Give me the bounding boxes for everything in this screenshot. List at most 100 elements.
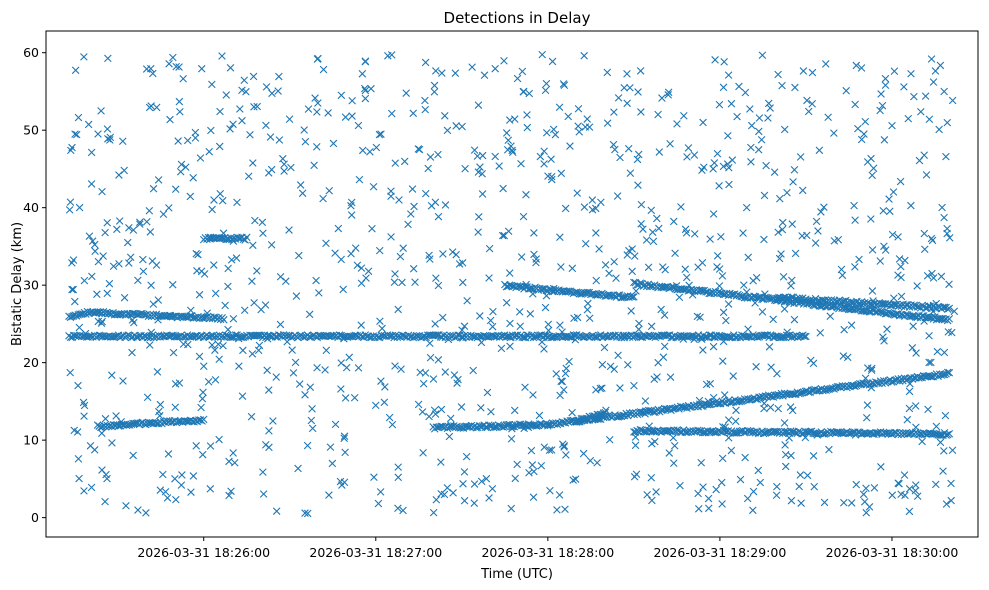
detection-point xyxy=(878,101,887,110)
detection-point xyxy=(624,360,632,369)
detection-point xyxy=(159,210,168,218)
data-points xyxy=(65,50,959,518)
detection-point xyxy=(610,365,619,373)
detection-point xyxy=(945,234,954,242)
detection-point xyxy=(312,276,320,285)
detection-point xyxy=(754,466,763,475)
detection-point xyxy=(542,79,551,88)
detection-point xyxy=(725,163,733,172)
detection-point xyxy=(262,121,270,130)
detection-point xyxy=(358,70,367,78)
detection-point xyxy=(224,282,232,291)
detection-point xyxy=(529,391,537,399)
detection-point xyxy=(229,449,237,457)
x-tick-label: 2026-03-31 18:28:00 xyxy=(481,545,614,560)
detection-point xyxy=(506,342,514,351)
detection-point xyxy=(474,168,483,176)
track-point xyxy=(697,402,706,410)
detection-point xyxy=(516,322,525,331)
detection-point xyxy=(653,214,661,223)
detection-point xyxy=(719,83,728,92)
detection-point xyxy=(399,244,407,253)
detection-point xyxy=(515,308,524,316)
detection-point xyxy=(287,163,295,172)
detection-point xyxy=(756,478,765,487)
detection-point xyxy=(542,291,551,300)
detection-point xyxy=(426,339,434,348)
detection-point xyxy=(850,201,858,210)
detection-point xyxy=(766,104,774,112)
detection-point xyxy=(611,145,619,154)
detection-point xyxy=(143,217,151,226)
track-point xyxy=(502,421,511,429)
detection-point xyxy=(181,163,190,171)
track-point xyxy=(889,300,898,309)
detection-point xyxy=(530,229,538,237)
detection-point xyxy=(247,412,256,421)
detection-point xyxy=(406,210,415,218)
detection-point xyxy=(295,251,303,260)
detection-point xyxy=(419,449,427,457)
detection-point xyxy=(253,267,261,275)
detection-point xyxy=(178,471,186,479)
detection-point xyxy=(276,320,285,329)
detection-point xyxy=(304,105,313,113)
detection-point xyxy=(865,503,874,511)
detection-point xyxy=(681,265,690,274)
detection-point xyxy=(724,416,733,424)
detection-point xyxy=(443,126,452,135)
detection-point xyxy=(134,276,142,285)
detection-point xyxy=(857,135,866,144)
detection-point xyxy=(394,473,403,482)
detection-point xyxy=(119,377,127,385)
detection-point xyxy=(610,257,618,266)
detection-point xyxy=(807,356,815,365)
detection-point xyxy=(289,369,298,377)
detection-point xyxy=(838,271,847,280)
detection-point xyxy=(510,115,519,123)
track-point xyxy=(468,332,477,341)
detection-point xyxy=(476,163,484,171)
detection-point xyxy=(176,107,184,116)
detection-point xyxy=(416,368,424,377)
detection-point xyxy=(103,125,112,133)
detection-point xyxy=(97,107,105,115)
detection-point xyxy=(461,164,469,173)
detection-point xyxy=(425,251,433,260)
detection-point xyxy=(452,122,460,130)
detection-point xyxy=(679,335,688,343)
detection-point xyxy=(361,57,370,65)
detection-point xyxy=(719,423,727,431)
detection-point xyxy=(460,468,469,476)
detection-point xyxy=(75,203,84,212)
detection-point xyxy=(695,396,704,405)
detection-point xyxy=(414,400,423,409)
detection-point xyxy=(122,501,130,510)
detection-point xyxy=(451,69,460,77)
detection-point xyxy=(459,278,467,287)
detection-point xyxy=(637,200,646,209)
detection-point xyxy=(362,274,370,282)
detection-point xyxy=(525,468,533,477)
detection-point xyxy=(821,60,830,68)
detection-point xyxy=(149,184,158,193)
detection-point xyxy=(265,427,273,435)
detection-point xyxy=(502,298,511,307)
detection-point xyxy=(505,269,514,277)
detection-point xyxy=(772,491,781,500)
detection-point xyxy=(72,130,81,139)
track-point xyxy=(178,333,187,342)
track-point xyxy=(846,298,855,307)
detection-point xyxy=(562,451,570,459)
detection-point xyxy=(430,406,439,415)
detection-point xyxy=(558,328,566,336)
detection-point xyxy=(568,264,577,273)
detection-point xyxy=(711,56,719,64)
detection-point xyxy=(175,63,183,71)
detection-point xyxy=(508,146,516,155)
detection-point xyxy=(704,504,713,513)
x-tick-label: 2026-03-31 18:29:00 xyxy=(654,545,787,560)
detection-point xyxy=(752,273,761,282)
detection-point xyxy=(70,426,79,435)
detection-point xyxy=(862,413,871,422)
